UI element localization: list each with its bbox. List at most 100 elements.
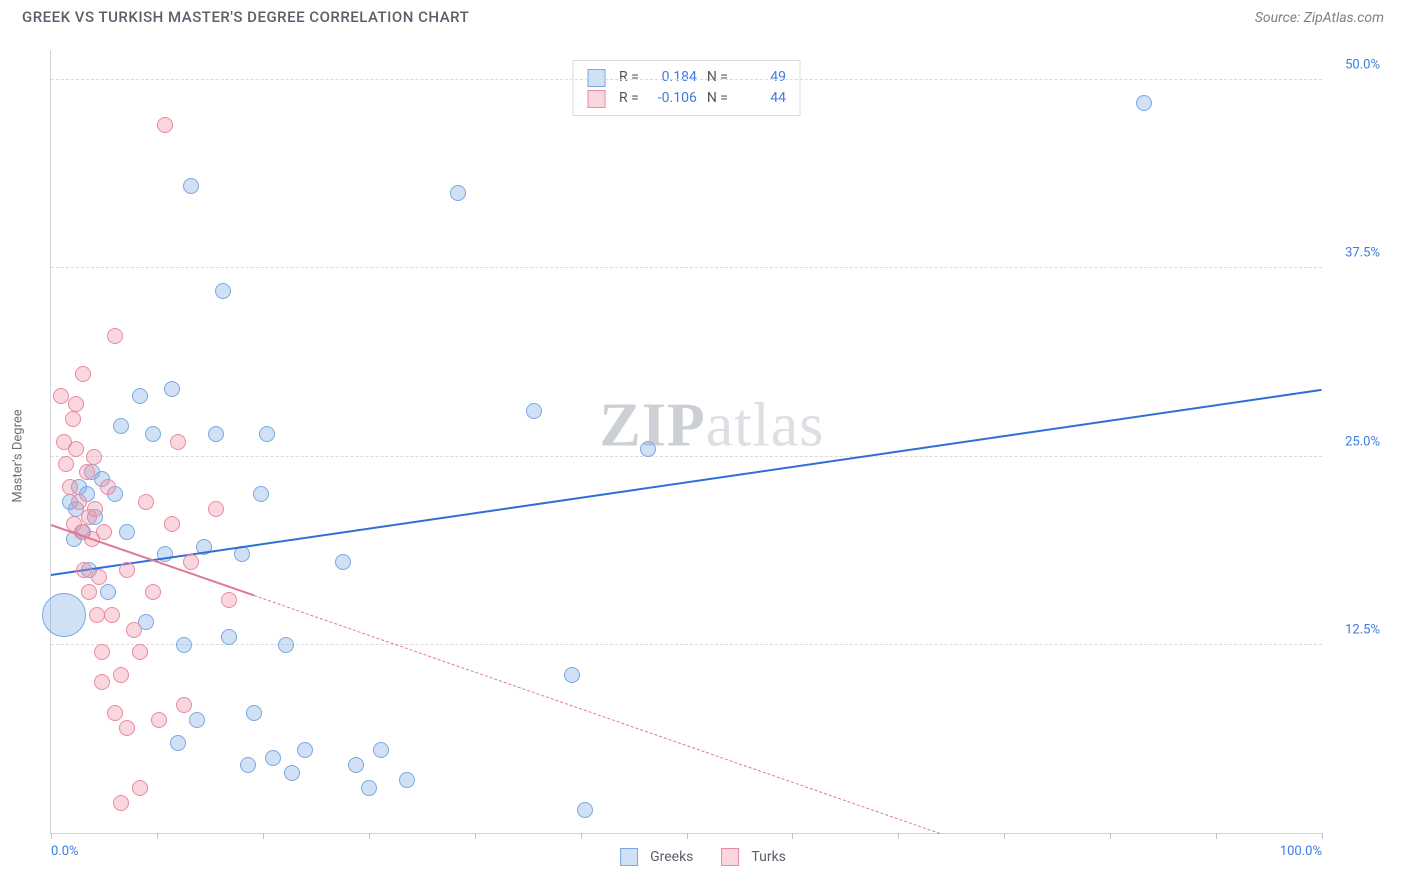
legend-swatch-greeks [620, 848, 638, 866]
data-point [221, 592, 237, 608]
watermark-rest: atlas [706, 391, 825, 459]
r-value-turks: -0.106 [649, 88, 697, 109]
n-value-greeks: 49 [738, 67, 786, 88]
legend-bottom: Greeks Turks [620, 848, 786, 866]
ytick-label: 12.5% [1345, 622, 1380, 637]
data-point [94, 644, 110, 660]
data-point [183, 554, 199, 570]
data-point [86, 449, 102, 465]
data-point [450, 185, 466, 201]
data-point [240, 757, 256, 773]
data-point [75, 366, 91, 382]
data-point [138, 494, 154, 510]
xtick [687, 833, 688, 839]
data-point [157, 117, 173, 133]
data-point [176, 697, 192, 713]
y-axis-label: Master's Degree [11, 409, 26, 502]
data-point [119, 524, 135, 540]
xtick [1004, 833, 1005, 839]
data-point [65, 411, 81, 427]
data-point [79, 464, 95, 480]
data-point [107, 705, 123, 721]
data-point [145, 426, 161, 442]
ytick-label: 50.0% [1345, 58, 1380, 73]
data-point [183, 178, 199, 194]
legend-stats-row-2: R = -0.106 N = 44 [587, 88, 786, 109]
data-point [58, 456, 74, 472]
data-point [170, 434, 186, 450]
chart-title: GREEK VS TURKISH MASTER'S DEGREE CORRELA… [22, 8, 469, 26]
data-point [208, 426, 224, 442]
data-point [373, 742, 389, 758]
xtick [792, 833, 793, 839]
xtick [1322, 833, 1323, 839]
gridline [51, 456, 1322, 457]
data-point [164, 516, 180, 532]
data-point [399, 772, 415, 788]
legend-item-greeks: Greeks [620, 848, 693, 866]
data-point [91, 569, 107, 585]
legend-stats-row-1: R = 0.184 N = 49 [587, 67, 786, 88]
xtick [475, 833, 476, 839]
data-point [81, 584, 97, 600]
xtick-label: 100.0% [1280, 844, 1322, 859]
legend-swatch-greeks [587, 69, 605, 87]
data-point [132, 780, 148, 796]
data-point [278, 637, 294, 653]
chart-container: Master's Degree ZIPatlas R = 0.184 N = 4… [22, 38, 1384, 874]
data-point [215, 283, 231, 299]
legend-swatch-turks [587, 90, 605, 108]
data-point [104, 607, 120, 623]
xtick [898, 833, 899, 839]
gridline [51, 267, 1322, 268]
data-point [208, 501, 224, 517]
watermark: ZIPatlas [599, 390, 824, 461]
xtick [369, 833, 370, 839]
data-point [221, 629, 237, 645]
xtick [157, 833, 158, 839]
data-point [640, 441, 656, 457]
r-value-greeks: 0.184 [649, 67, 697, 88]
xtick [1110, 833, 1111, 839]
data-point [119, 720, 135, 736]
r-label: R = [619, 88, 639, 109]
data-point [335, 554, 351, 570]
data-point [246, 705, 262, 721]
xtick [263, 833, 264, 839]
data-point [577, 802, 593, 818]
data-point [253, 486, 269, 502]
data-point [87, 501, 103, 517]
data-point [132, 388, 148, 404]
data-point [170, 735, 186, 751]
trend-line [51, 389, 1322, 576]
data-point [119, 562, 135, 578]
data-point [107, 328, 123, 344]
data-point [284, 765, 300, 781]
trend-line [254, 595, 941, 834]
data-point [132, 644, 148, 660]
n-label: N = [707, 88, 728, 109]
data-point [100, 479, 116, 495]
data-point [68, 441, 84, 457]
legend-label-greeks: Greeks [650, 849, 693, 865]
ytick-label: 25.0% [1345, 434, 1380, 449]
data-point [151, 712, 167, 728]
data-point [297, 742, 313, 758]
data-point [76, 562, 92, 578]
data-point [164, 381, 180, 397]
gridline [51, 79, 1322, 80]
data-point [96, 524, 112, 540]
data-point [348, 757, 364, 773]
xtick [51, 833, 52, 839]
data-point [89, 607, 105, 623]
legend-stats: R = 0.184 N = 49 R = -0.106 N = 44 [572, 60, 801, 116]
data-point [62, 479, 78, 495]
data-point [113, 795, 129, 811]
plot-area: ZIPatlas R = 0.184 N = 49 R = -0.106 N =… [50, 50, 1322, 834]
legend-label-turks: Turks [751, 849, 786, 865]
source-label: Source: ZipAtlas.com [1255, 10, 1384, 26]
data-point [259, 426, 275, 442]
data-point [53, 388, 69, 404]
data-point [145, 584, 161, 600]
data-point [176, 637, 192, 653]
